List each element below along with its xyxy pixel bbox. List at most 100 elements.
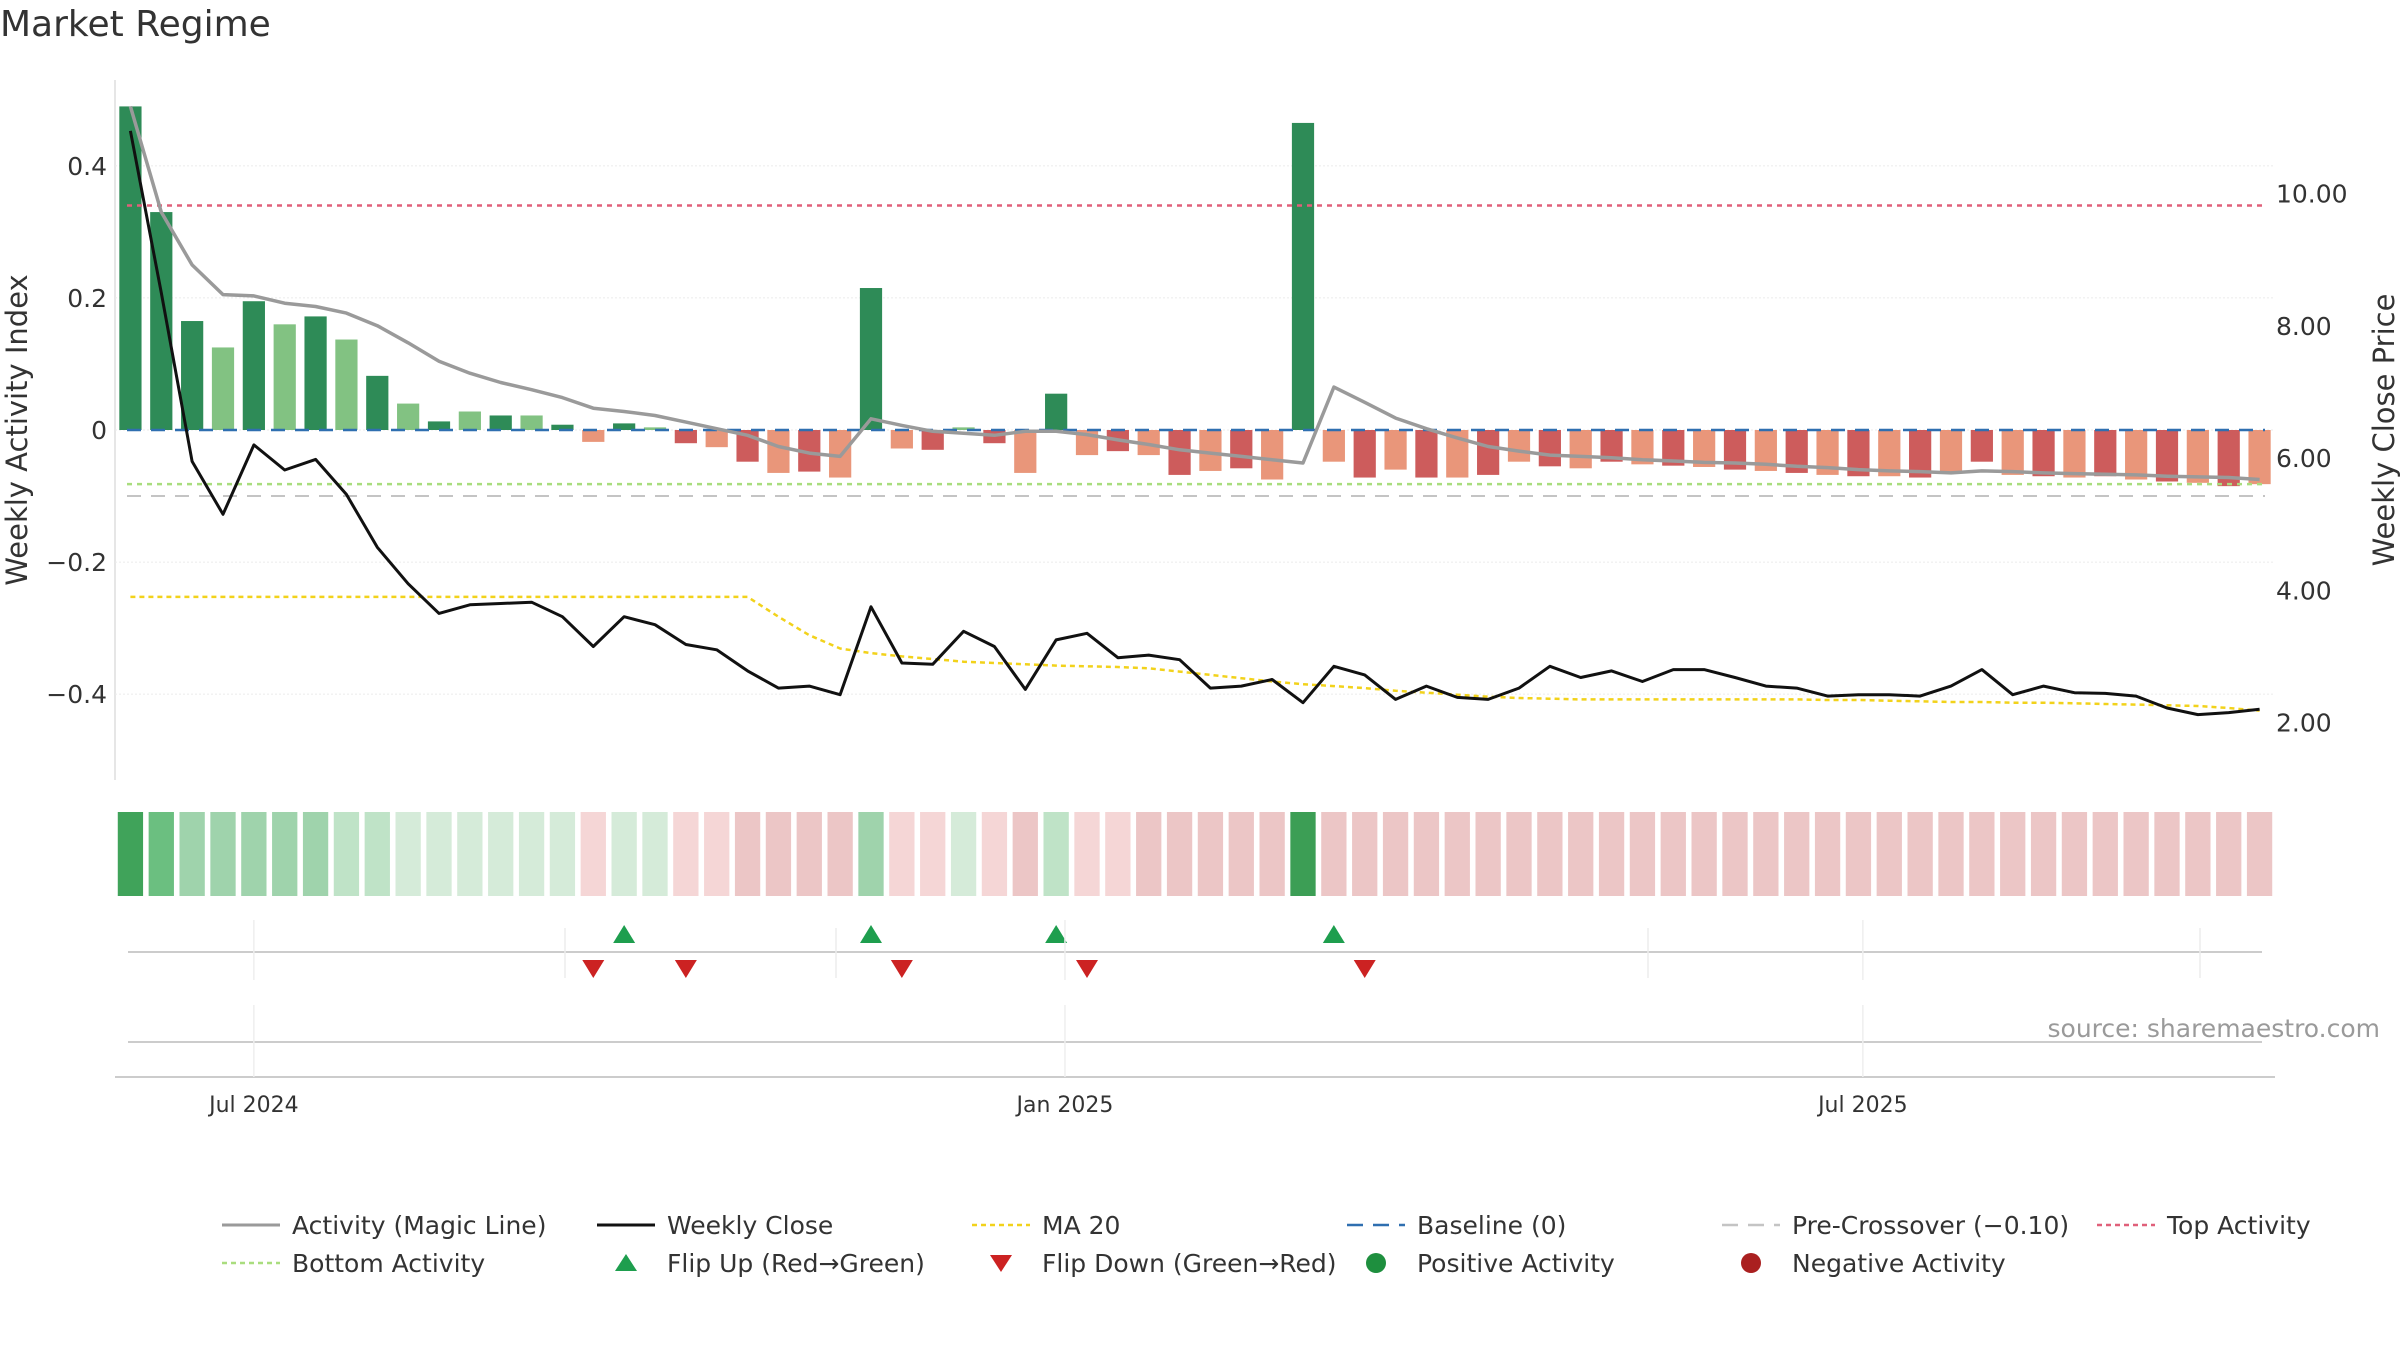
regime-strip-cell xyxy=(1136,812,1162,896)
regime-strip-cell xyxy=(1722,812,1748,896)
regime-strip-cell xyxy=(2154,812,2180,896)
regime-strip-cell xyxy=(457,812,483,896)
activity-bar xyxy=(273,324,296,430)
regime-strip-cell xyxy=(2123,812,2149,896)
regime-strip-cell xyxy=(796,812,822,896)
activity-bar xyxy=(427,421,451,430)
weekly-close-line xyxy=(128,130,2260,717)
activity-bar xyxy=(1137,430,1160,456)
regime-strip-cell xyxy=(734,812,761,896)
activity-bar xyxy=(1045,393,1068,430)
activity-bar xyxy=(520,415,543,430)
activity-bar xyxy=(1261,430,1284,480)
activity-bar xyxy=(2125,430,2148,480)
regime-strip-cell xyxy=(580,812,606,896)
regime-strip-cell xyxy=(981,812,1008,896)
activity-bar xyxy=(1507,430,1531,462)
regime-strip-cell xyxy=(1012,812,1038,896)
regime-strip-cell xyxy=(549,812,576,896)
legend-swatch xyxy=(615,1254,637,1271)
activity-bar xyxy=(1477,430,1500,475)
activity-bar xyxy=(458,411,481,430)
regime-strip-cell xyxy=(302,812,329,896)
regime-strip-cell xyxy=(673,812,699,896)
activity-bar xyxy=(1569,430,1592,469)
activity-bar xyxy=(1631,430,1654,465)
activity-magic-line xyxy=(128,105,2260,482)
activity-bar xyxy=(1446,430,1469,478)
x-tick-label: Jul 2024 xyxy=(207,1093,299,1118)
regime-strip-cell xyxy=(1845,812,1872,896)
regime-strip-cell xyxy=(210,812,236,896)
regime-strip-cell xyxy=(1197,812,1224,896)
regime-strip-cell xyxy=(1290,812,1316,896)
regime-strip-cell xyxy=(1598,812,1625,896)
regime-strip-cell xyxy=(642,812,668,896)
flip-up-marker xyxy=(1045,925,1068,943)
activity-bar xyxy=(335,339,358,430)
activity-bar xyxy=(1291,122,1315,430)
regime-strip-cell xyxy=(1814,812,1841,896)
x-tick-label: Jul 2025 xyxy=(1816,1093,1908,1118)
activity-bar xyxy=(859,288,883,430)
y-left-tick-label: −0.4 xyxy=(46,680,107,709)
activity-bar xyxy=(2063,430,2086,478)
regime-strip-cell xyxy=(364,812,390,896)
regime-strip-cell xyxy=(333,812,360,896)
flip-down-marker xyxy=(674,960,697,978)
activity-bar xyxy=(1939,430,1963,473)
activity-bar xyxy=(366,375,389,430)
activity-bar xyxy=(890,430,913,449)
chart-title: Market Regime xyxy=(0,4,271,45)
activity-bar xyxy=(952,427,975,430)
regime-strip-cell xyxy=(1043,812,1069,896)
activity-bar xyxy=(2186,430,2209,483)
activity-bar xyxy=(1415,430,1438,478)
regime-strip-cell xyxy=(518,812,545,896)
regime-strip-cell xyxy=(1629,812,1656,896)
regime-strip-cell xyxy=(1413,812,1440,896)
regime-strip-cell xyxy=(950,812,977,896)
legend-label: Flip Down (Green→Red) xyxy=(1042,1249,1337,1278)
regime-strip-cell xyxy=(488,812,514,896)
regime-strip-cell xyxy=(1444,812,1470,896)
activity-bar xyxy=(674,430,697,444)
legend-swatch xyxy=(1741,1253,1761,1273)
flip-up-marker xyxy=(613,925,636,943)
activity-bar xyxy=(643,427,667,430)
regime-strip-cell xyxy=(1506,812,1532,896)
activity-bar xyxy=(1538,430,1561,467)
regime-strip-cell xyxy=(858,812,884,896)
flip-down-marker xyxy=(1353,960,1376,978)
activity-bar xyxy=(1754,430,1777,471)
regime-strip-cell xyxy=(1352,812,1378,896)
activity-bar xyxy=(2217,430,2240,487)
activity-bar xyxy=(397,403,420,430)
activity-bar xyxy=(2155,430,2179,482)
x-tick-label: Jan 2025 xyxy=(1015,1093,1114,1118)
activity-bar xyxy=(551,424,574,430)
y-right-tick-label: 2.00 xyxy=(2276,708,2332,737)
regime-strip-cell xyxy=(611,812,637,896)
y-right-axis-label: Weekly Close Price xyxy=(2367,294,2400,567)
flip-down-marker xyxy=(1076,960,1098,978)
regime-strip-cell xyxy=(920,812,946,896)
activity-bar xyxy=(1199,430,1222,471)
activity-bar xyxy=(921,430,944,450)
ma20-line xyxy=(130,595,2260,712)
regime-strip-cell xyxy=(1660,812,1686,896)
regime-strip-cell xyxy=(1568,812,1594,896)
regime-strip-cell xyxy=(426,812,452,896)
legend-label: Activity (Magic Line) xyxy=(292,1211,546,1240)
y-left-tick-label: 0.2 xyxy=(67,284,107,313)
activity-bar xyxy=(705,430,728,448)
legend-label: Negative Activity xyxy=(1792,1249,2006,1278)
activity-bar xyxy=(1384,430,1407,470)
regime-strip-cell xyxy=(1259,812,1285,896)
activity-bar xyxy=(1168,430,1191,475)
legend-label: Weekly Close xyxy=(667,1211,833,1240)
y-left-tick-label: 0.4 xyxy=(67,152,107,181)
flip-up-marker xyxy=(860,925,882,943)
activity-bar xyxy=(181,321,204,430)
